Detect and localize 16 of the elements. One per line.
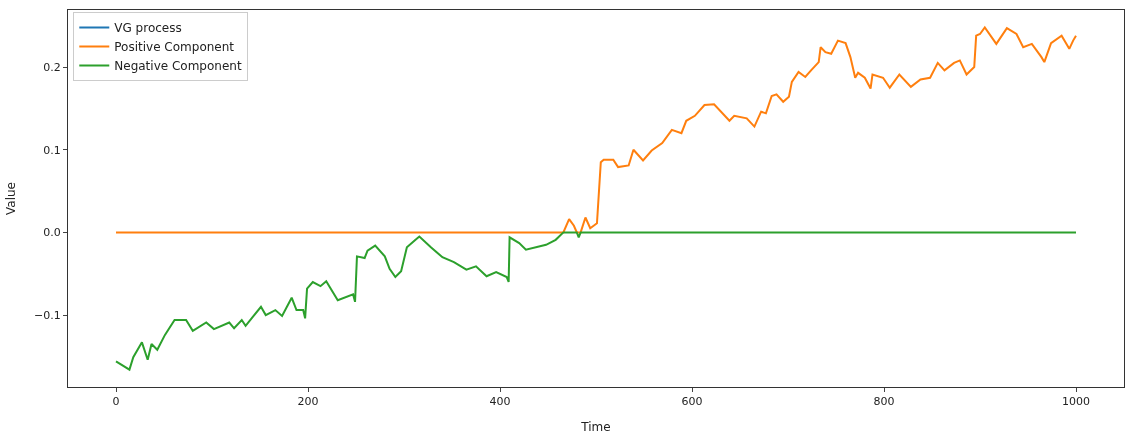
x-tick-label: 200 [297, 395, 319, 409]
legend-label: VG process [114, 21, 182, 36]
y-axis-title: Value [4, 182, 19, 215]
y-tick-label: 0.0 [43, 226, 61, 240]
x-tick-label: 400 [489, 395, 511, 409]
line-series [115, 231, 1077, 371]
x-axis-title: Time [580, 420, 611, 435]
y-tick-label: 0.2 [43, 60, 61, 74]
x-tick-label: 600 [681, 395, 703, 409]
x-tick-label: 1000 [1062, 395, 1090, 409]
x-tick-label: 800 [873, 395, 895, 409]
legend-label: Positive Component [114, 40, 235, 55]
y-tick-label: 0.1 [43, 143, 61, 157]
y-tick-label: −0.1 [34, 308, 61, 322]
legend-label: Negative Component [114, 59, 242, 74]
x-tick-label: 0 [112, 395, 120, 409]
